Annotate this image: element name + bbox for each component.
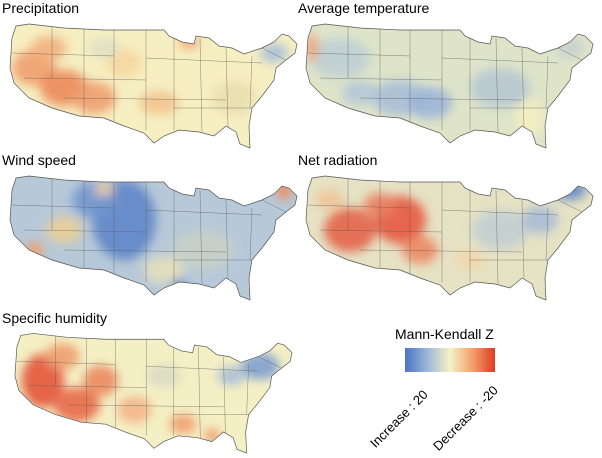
panel-net-radiation: Net radiation	[298, 152, 598, 302]
us-outline	[9, 175, 298, 301]
trend-region	[472, 210, 528, 250]
trend-region	[83, 365, 119, 397]
trend-region	[31, 36, 67, 60]
state-border	[28, 385, 147, 388]
trend-region	[408, 87, 452, 119]
panel-precipitation: Precipitation	[2, 0, 300, 150]
us-map	[9, 23, 298, 149]
us-outline	[14, 333, 293, 454]
us-outline	[305, 23, 594, 149]
trend-region	[174, 230, 234, 270]
state-border	[145, 57, 263, 64]
state-border	[145, 209, 263, 216]
state-border	[495, 189, 499, 285]
us-map	[305, 23, 594, 149]
state-border	[307, 204, 411, 209]
panel-title: Average temperature	[298, 0, 430, 16]
state-border	[198, 346, 201, 438]
trend-region	[146, 364, 181, 388]
panel-title: Precipitation	[2, 0, 80, 16]
trend-region	[212, 80, 256, 116]
trend-region	[556, 38, 584, 58]
state-border	[441, 57, 559, 64]
trend-region	[470, 68, 530, 108]
legend-color-bar	[405, 348, 495, 372]
state-border	[441, 209, 559, 216]
state-border	[67, 404, 224, 408]
state-border	[246, 364, 249, 415]
panel-specific-humidity: Specific humidity	[2, 310, 300, 455]
state-border	[199, 37, 203, 133]
panel-title: Specific humidity	[2, 310, 108, 326]
us-map	[9, 175, 298, 301]
us-map	[14, 333, 293, 454]
legend-title: Mann-Kendall Z	[395, 326, 494, 342]
trend-region	[324, 208, 376, 252]
trend-region	[342, 81, 378, 105]
panel-title: Wind speed	[2, 152, 76, 168]
panel-title: Net radiation	[298, 152, 378, 168]
state-border	[545, 55, 549, 109]
panel-average-temperature: Average temperature	[298, 0, 598, 150]
trend-region	[260, 43, 288, 63]
trend-region	[106, 49, 142, 77]
state-border	[319, 229, 443, 233]
legend-decrease-label: Decrease : -20	[430, 382, 501, 454]
trend-region	[139, 91, 179, 115]
state-border	[11, 52, 115, 57]
state-border	[11, 204, 115, 209]
trend-region	[94, 184, 114, 196]
state-border	[199, 189, 203, 285]
trend-region	[217, 366, 245, 386]
state-border	[359, 249, 523, 253]
state-border	[319, 77, 443, 81]
state-border	[258, 356, 282, 369]
state-border	[261, 47, 287, 61]
state-border	[249, 207, 253, 261]
state-border	[63, 249, 227, 253]
state-border	[146, 366, 259, 372]
state-border	[557, 199, 583, 213]
state-border	[23, 229, 147, 233]
trend-region	[44, 343, 80, 371]
state-border	[545, 207, 549, 261]
trend-region	[169, 414, 197, 434]
trend-region	[316, 190, 344, 210]
trend-region	[117, 396, 153, 424]
us-outline	[305, 175, 594, 301]
trend-region	[306, 34, 318, 62]
trend-region	[554, 180, 586, 200]
us-outline	[9, 23, 298, 149]
trend-region	[72, 82, 116, 114]
trend-region	[522, 206, 558, 234]
trend-region	[46, 216, 82, 244]
state-border	[249, 55, 253, 109]
us-map	[305, 175, 594, 301]
legend-increase-label: Increase : 20	[367, 386, 431, 451]
trend-region	[24, 242, 44, 258]
trend-region	[240, 352, 280, 380]
state-border	[23, 77, 147, 81]
trend-region	[310, 38, 370, 78]
trend-region	[171, 279, 187, 291]
state-border	[359, 97, 523, 101]
state-border	[495, 37, 499, 133]
trend-region	[402, 236, 438, 264]
state-border	[261, 199, 287, 213]
state-border	[16, 361, 116, 365]
panel-wind-speed: Wind speed	[2, 152, 300, 302]
trend-region	[88, 38, 120, 58]
state-border	[63, 97, 227, 101]
state-border	[307, 52, 411, 57]
state-border	[557, 47, 583, 61]
